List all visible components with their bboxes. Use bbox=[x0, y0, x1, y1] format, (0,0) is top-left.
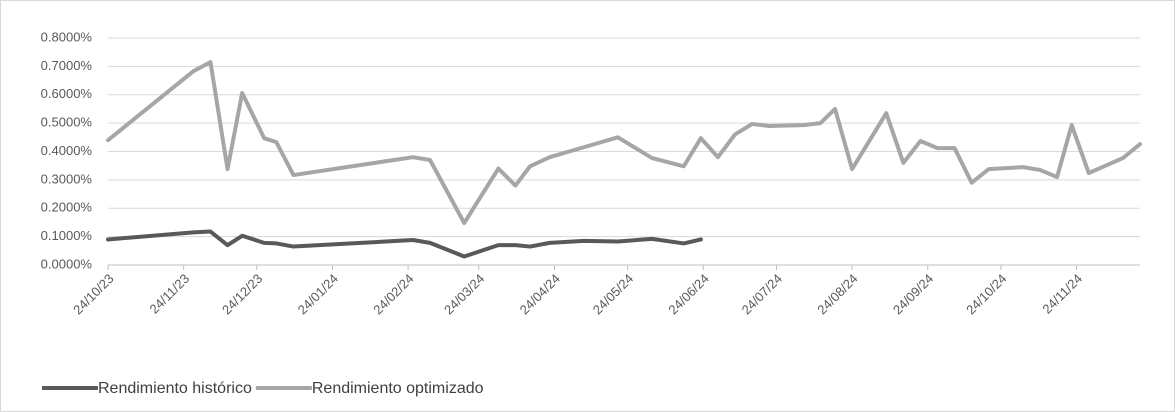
series-line bbox=[106, 229, 703, 259]
legend-label: Rendimiento optimizado bbox=[312, 380, 484, 397]
y-tick-label: 0.8000% bbox=[41, 29, 93, 44]
y-tick-label: 0.5000% bbox=[41, 115, 93, 130]
y-tick-label: 0.2000% bbox=[41, 200, 93, 215]
y-tick-label: 0.3000% bbox=[41, 171, 93, 186]
series-line bbox=[106, 60, 1142, 226]
y-tick-label: 0.1000% bbox=[41, 228, 93, 243]
legend-label: Rendimiento histórico bbox=[98, 380, 252, 397]
y-tick-label: 0.4000% bbox=[41, 143, 93, 158]
legend: Rendimiento histórico Rendimiento optimiz… bbox=[42, 380, 484, 397]
y-tick-label: 0.0000% bbox=[41, 256, 93, 271]
y-tick-label: 0.6000% bbox=[41, 86, 93, 101]
y-tick-label: 0.7000% bbox=[41, 58, 93, 73]
